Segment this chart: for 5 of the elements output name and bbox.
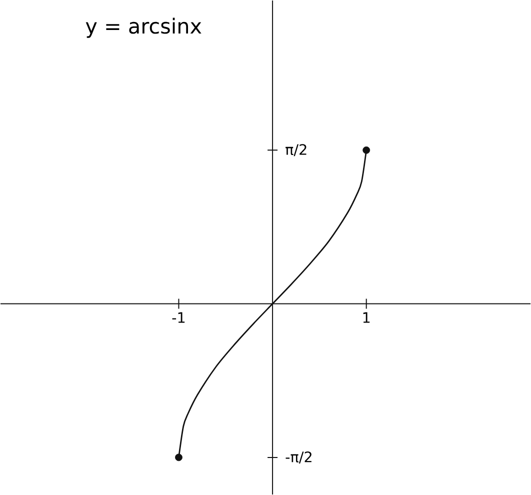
x-tick-label: -1 (172, 312, 185, 323)
y-tick-label: -π/2 (286, 451, 312, 464)
x-tick-label: 1 (363, 312, 370, 323)
y-tick-label: π/2 (286, 144, 306, 156)
text: y = arcsinx (86, 18, 202, 38)
